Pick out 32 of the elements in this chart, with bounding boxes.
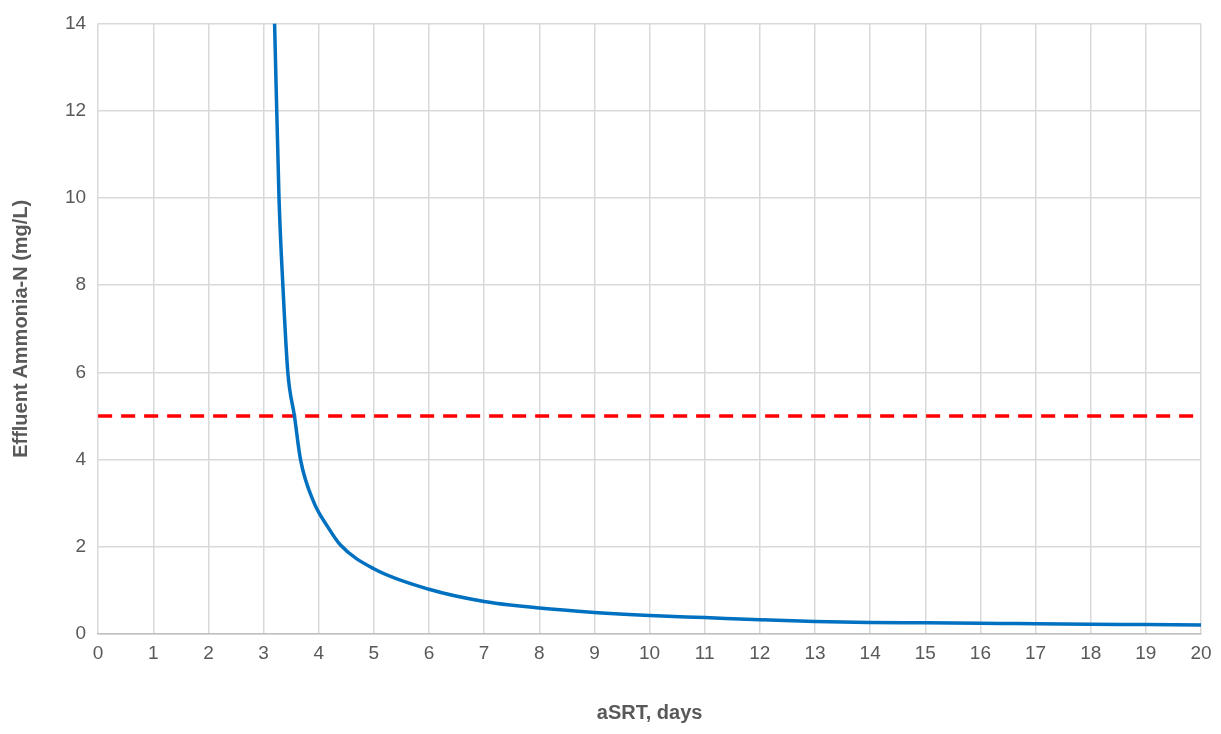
y-tick-label: 14 xyxy=(64,11,87,33)
y-tick-label: 0 xyxy=(75,622,87,644)
x-tick-label: 15 xyxy=(914,641,936,663)
x-tick-label: 1 xyxy=(147,641,159,663)
y-tick-label: 2 xyxy=(75,535,87,557)
x-tick-label: 17 xyxy=(1025,641,1047,663)
line-series xyxy=(272,23,1201,627)
y-axis-title: Effluent Ammonia-N (mg/L) xyxy=(8,199,31,458)
x-tick-label: 8 xyxy=(533,641,545,663)
x-tick-label: 13 xyxy=(804,641,826,663)
x-tick-label: 2 xyxy=(203,641,214,663)
y-tick-label: 8 xyxy=(75,273,87,295)
y-tick-label: 10 xyxy=(64,186,87,208)
x-tick-label: 12 xyxy=(749,641,771,663)
x-tick-label: 3 xyxy=(258,641,269,663)
x-tick-label: 7 xyxy=(478,641,490,663)
x-tick-label: 18 xyxy=(1080,641,1102,663)
x-tick-label: 5 xyxy=(368,641,380,663)
y-tick-label: 4 xyxy=(75,447,87,469)
x-tick-label: 10 xyxy=(639,641,661,663)
x-tick-label: 9 xyxy=(589,641,600,663)
x-tick-label: 20 xyxy=(1190,641,1212,663)
y-tick-label: 12 xyxy=(64,98,87,120)
x-axis-title: aSRT, days xyxy=(596,700,703,723)
x-tick-label: 19 xyxy=(1135,641,1157,663)
x-tick-label: 6 xyxy=(423,641,435,663)
x-tick-label: 4 xyxy=(313,641,325,663)
x-tick-label: 14 xyxy=(859,641,882,663)
y-tick-label: 6 xyxy=(75,360,87,382)
x-tick-label: 0 xyxy=(92,641,104,663)
x-tick-label: 11 xyxy=(694,641,715,663)
x-tick-label: 16 xyxy=(969,641,991,663)
